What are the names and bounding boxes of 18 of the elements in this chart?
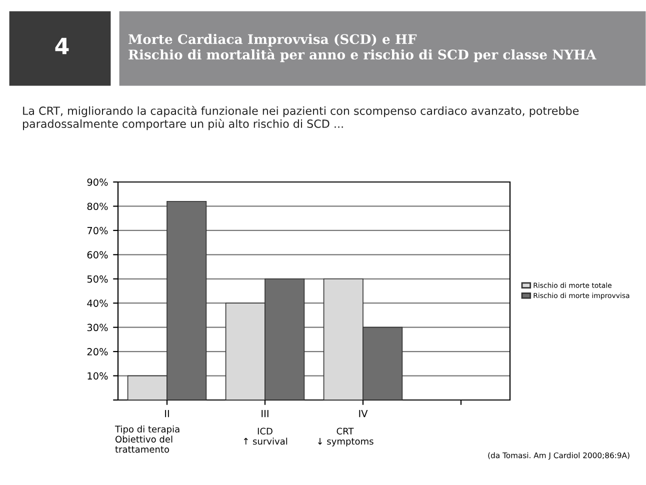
text: 4 (55, 38, 69, 54)
text: CRT ↓ symptoms (318, 428, 374, 446)
y-tick-label: 40% (87, 300, 108, 307)
y-tick-label: 10% (88, 372, 108, 380)
y-tick-label: 50% (87, 275, 108, 283)
text: Tipo di terapia Obiettivo del trattamento (114, 426, 180, 453)
y-tick-label: 70% (87, 226, 108, 234)
y-tick-label: 80% (87, 202, 108, 210)
y-tick-label: 20% (87, 348, 108, 356)
y-tick-label: 60% (87, 251, 108, 258)
y-tick-label: 90% (87, 178, 108, 186)
chart-subtitle: La CRT, migliorando la capacità funzionale nei pazienti con scompenso cardiaco avanzato, potrebbe paradossalmente comportare un più alto rischio di SCD ... (23, 106, 579, 130)
x-tick-label: IV (359, 410, 368, 418)
text: ICD ↑ survival (244, 428, 288, 445)
x-tick-label: III (262, 410, 268, 418)
y-tick-label: 30% (87, 324, 108, 332)
x-tick-label: II (165, 410, 169, 418)
chart-title: Morte Cardiaca Improvvisa (SCD) e HF Rischio di mortalità per anno e rischio di SCD per classe NYHA (128, 34, 596, 62)
